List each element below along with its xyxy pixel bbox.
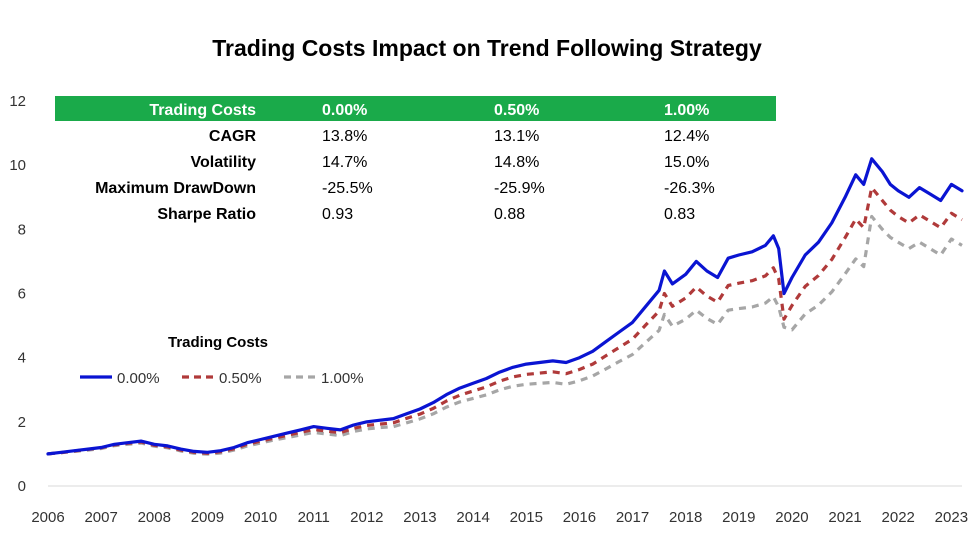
table-cell: 12.4% — [664, 128, 709, 145]
x-tick-label: 2006 — [31, 509, 64, 526]
table-body: CAGR 13.8% 13.1% 12.4% Volatility 14.7% 14.8% 1… — [95, 128, 715, 223]
x-tick-label: 2018 — [669, 509, 702, 526]
table-header-cell: 0.50% — [494, 102, 539, 119]
table-header-row: Trading Costs 0.00% 0.50% 1.00% — [149, 102, 709, 119]
table-row-label: CAGR — [209, 128, 257, 145]
y-axis: 0 2 4 6 8 10 12 — [9, 93, 26, 495]
x-tick-label: 2011 — [298, 509, 330, 526]
chart-title: Trading Costs Impact on Trend Following … — [212, 35, 762, 61]
table-header-cell: 0.00% — [322, 102, 367, 119]
series-group — [46, 157, 964, 456]
y-tick-label: 8 — [18, 221, 26, 238]
legend-label: 1.00% — [321, 370, 364, 387]
y-tick-label: 0 — [18, 478, 26, 495]
y-tick-label: 2 — [18, 414, 26, 431]
x-tick-label: 2017 — [616, 509, 649, 526]
table-cell: -25.5% — [322, 180, 373, 197]
y-tick-label: 10 — [9, 157, 26, 174]
x-tick-label: 2022 — [882, 509, 915, 526]
x-tick-label: 2007 — [84, 509, 117, 526]
table-header-bar — [55, 96, 776, 121]
x-tick-label: 2021 — [828, 509, 861, 526]
table-row-label: Volatility — [191, 154, 257, 171]
x-tick-label: 2012 — [350, 509, 383, 526]
x-tick-label: 2016 — [563, 509, 596, 526]
x-axis: 2006 2007 2008 2009 2010 2011 2012 2013 2014 2015… — [31, 509, 968, 526]
x-tick-label: 2009 — [191, 509, 224, 526]
stats-table: Trading Costs 0.00% 0.50% 1.00% CAGR 13.8% 13… — [55, 96, 776, 223]
table-cell: 15.0% — [664, 154, 709, 171]
x-tick-label: 2019 — [722, 509, 755, 526]
table-header-cell: Trading Costs — [149, 102, 256, 119]
table-cell: 13.8% — [322, 128, 367, 145]
x-tick-label: 2015 — [510, 509, 543, 526]
x-tick-label: 2014 — [456, 509, 489, 526]
table-cell: -26.3% — [664, 180, 715, 197]
table-cell: 0.88 — [494, 206, 525, 223]
x-tick-label: 2013 — [403, 509, 436, 526]
y-tick-label: 6 — [18, 286, 26, 303]
x-tick-label: 2008 — [138, 509, 171, 526]
legend-label: 0.00% — [117, 370, 160, 387]
table-row-label: Sharpe Ratio — [157, 206, 256, 223]
table-cell: -25.9% — [494, 180, 545, 197]
table-cell: 14.8% — [494, 154, 539, 171]
table-header-cell: 1.00% — [664, 102, 709, 119]
legend-items: 0.00% 0.50% 1.00% — [80, 370, 364, 387]
y-tick-label: 4 — [18, 350, 26, 367]
y-tick-label: 12 — [9, 93, 26, 110]
table-cell: 0.83 — [664, 206, 695, 223]
series-line — [46, 157, 964, 456]
series-line — [47, 186, 963, 456]
legend-title: Trading Costs — [168, 334, 268, 351]
x-tick-label: 2020 — [775, 509, 808, 526]
legend: Trading Costs 0.00% 0.50% 1.00% — [80, 334, 364, 387]
table-row-label: Maximum DrawDown — [95, 180, 256, 197]
x-tick-label: 2023 — [935, 509, 968, 526]
x-tick-label: 2010 — [244, 509, 277, 526]
legend-label: 0.50% — [219, 370, 262, 387]
table-cell: 13.1% — [494, 128, 539, 145]
table-cell: 0.93 — [322, 206, 353, 223]
table-cell: 14.7% — [322, 154, 367, 171]
